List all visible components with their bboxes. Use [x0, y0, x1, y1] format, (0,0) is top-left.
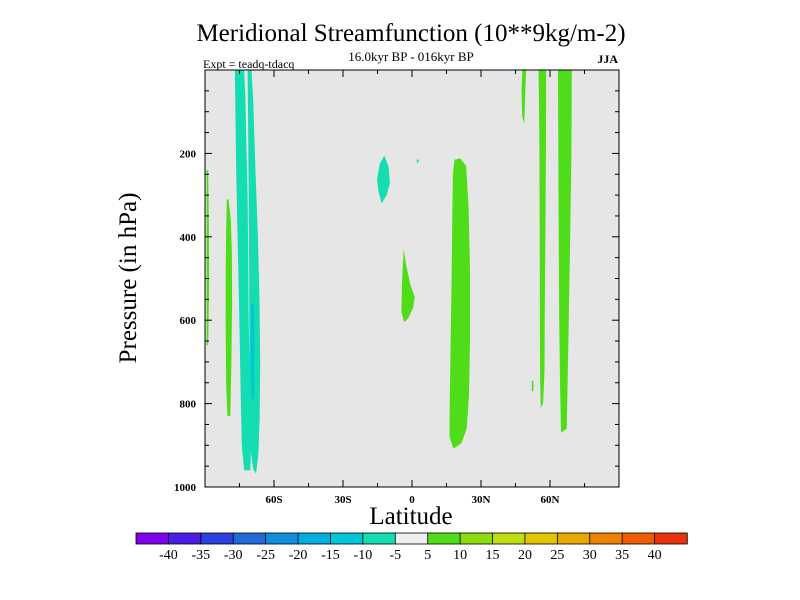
y-tick-label: 200: [180, 148, 197, 160]
colorbar-label: -15: [321, 548, 340, 563]
colorbar-swatch: [297, 532, 332, 545]
colorbar: -40 -35 -30 -25 -20 -15 -10 -5 5 10 15 20 25 30 35 40: [135, 532, 688, 563]
colorbar-swatch: [427, 532, 461, 545]
contour-tropics-dot: [416, 158, 419, 164]
colorbar-swatch: [135, 532, 170, 545]
contour-nh-thin-streak: [521, 70, 527, 125]
y-tick-label: 1000: [174, 482, 197, 494]
colorbar-label: -10: [354, 548, 373, 563]
colorbar-label: 40: [648, 548, 662, 563]
colorbar-label: -30: [224, 548, 243, 563]
colorbar-swatch: [362, 532, 396, 545]
colorbar-label: -25: [256, 548, 275, 563]
colorbar-swatch: [492, 532, 526, 545]
colorbar-swatch: [621, 532, 656, 545]
colorbar-swatch: [394, 532, 429, 545]
x-tick-label: 60S: [265, 494, 282, 506]
contour-tropics-blob: [377, 155, 390, 204]
x-axis-ticks: 60S 30S 0 30N 60N: [204, 70, 620, 506]
contour-sh-green-band: [225, 199, 233, 417]
colorbar-label: -40: [159, 548, 178, 563]
contour-nh-wide-band: [558, 70, 572, 433]
y-axis-label: Pressure (in hPa): [115, 193, 142, 364]
y-axis-ticks: 200 400 600 800 1000: [174, 69, 619, 494]
contour-eq-green: [401, 249, 415, 323]
colorbar-label: 10: [453, 548, 467, 563]
colorbar-swatch: [524, 532, 559, 545]
y-tick-label: 800: [180, 399, 197, 411]
x-tick-label: 60N: [541, 494, 560, 506]
colorbar-swatch: [459, 532, 494, 545]
chart-subtitle: 16.0kyr BP - 016kyr BP: [348, 49, 474, 64]
colorbar-label: 25: [550, 548, 564, 563]
contour-nh-tropical-band: [449, 158, 470, 449]
y-tick-label: 400: [180, 232, 197, 244]
colorbar-label: 15: [486, 548, 500, 563]
y-tick-label: 600: [180, 315, 197, 327]
colorbar-swatch: [168, 532, 202, 545]
colorbar-label: 5: [424, 548, 431, 563]
colorbar-label: 35: [615, 548, 629, 563]
x-tick-label: 30N: [472, 494, 491, 506]
colorbar-label: -5: [389, 548, 401, 563]
contour-sh-outer-jet: [234, 70, 251, 471]
colorbar-swatch: [265, 532, 299, 545]
colorbar-swatch: [330, 532, 364, 545]
colorbar-label: -20: [289, 548, 308, 563]
contour-nh-mid-dot: [531, 380, 534, 392]
colorbar-label: -35: [191, 548, 210, 563]
experiment-label: Expt = teadq-tdacq: [203, 57, 294, 71]
colorbar-swatch: [200, 532, 234, 545]
colorbar-swatch: [232, 532, 267, 545]
plot-area: [205, 70, 619, 487]
colorbar-label: 20: [518, 548, 532, 563]
x-axis-label: Latitude: [369, 503, 452, 530]
colorbar-swatch: [654, 532, 688, 545]
contour-sh-inner-jet: [247, 70, 261, 474]
colorbar-swatch: [589, 532, 623, 545]
x-tick-label: 0: [409, 494, 415, 506]
colorbar-swatch: [556, 532, 591, 545]
contour-nh-mid-band: [538, 70, 547, 408]
chart-title: Meridional Streamfunction (10**9kg/m-2): [196, 20, 625, 47]
season-label: JJA: [597, 52, 618, 66]
contour-layer: [206, 70, 572, 474]
contour-sh-cell-core: [250, 303, 255, 404]
colorbar-label: 30: [583, 548, 597, 563]
x-tick-label: 30S: [334, 494, 351, 506]
